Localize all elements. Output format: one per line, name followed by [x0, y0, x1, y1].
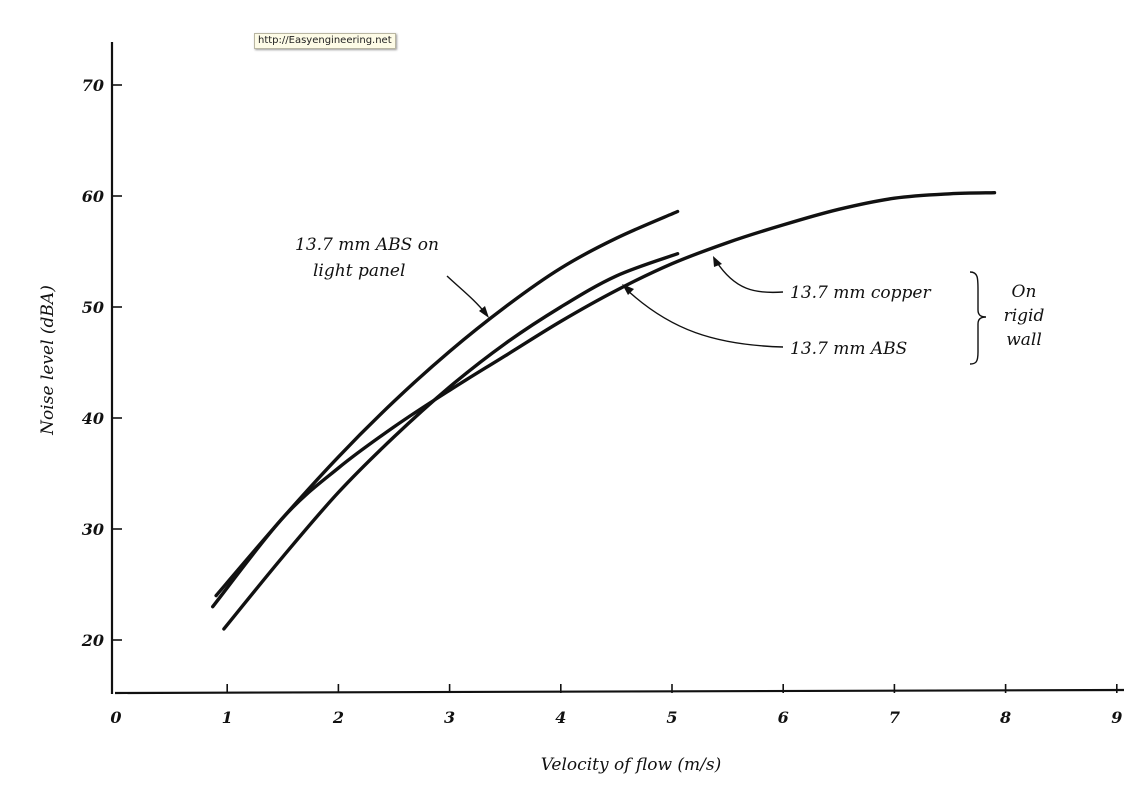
- x-tick-label: 8: [999, 708, 1011, 727]
- leader-arrows: [446, 260, 784, 348]
- x-axis-title: Velocity of flow (m/s): [541, 755, 722, 775]
- arrow-abs: [625, 288, 784, 348]
- x-tick-label: 6: [778, 708, 789, 727]
- annotation-abs: 13.7 mm ABS: [790, 339, 907, 359]
- ticks: 0 1 2 3 4 5 6 7 8 9 20 30 40 50 60 70: [81, 76, 1123, 727]
- series: [211, 191, 997, 631]
- y-tick-label: 70: [82, 76, 104, 95]
- x-tick-label: 3: [444, 708, 455, 727]
- x-axis-line: [114, 688, 1125, 695]
- x-tick-label: 5: [666, 708, 677, 727]
- x-tick-label: 1: [222, 708, 233, 727]
- annotation-rigid-wall-line2: rigid: [1004, 306, 1045, 326]
- x-tick-label: 0: [110, 708, 121, 727]
- series-abs-line: [222, 252, 680, 631]
- arrow-abs-light-panel: [446, 275, 487, 315]
- brace-rigid-wall: [969, 271, 987, 365]
- arrow-heads: [479, 256, 722, 318]
- annotation-abs-light-panel-line1: 13.7 mm ABS on: [295, 235, 439, 255]
- x-tick-label: 4: [555, 708, 566, 727]
- x-tick-label: 9: [1111, 708, 1122, 727]
- annotation-rigid-wall-line1: On: [1012, 282, 1037, 302]
- y-tick-label: 20: [81, 631, 104, 650]
- y-axis-title: Noise level (dBA): [38, 285, 58, 436]
- y-tick-label: 60: [82, 187, 104, 206]
- x-tick-label: 7: [889, 708, 900, 727]
- series-copper-line: [211, 191, 997, 609]
- arrowhead-copper: [713, 256, 722, 267]
- y-tick-label: 50: [82, 298, 104, 317]
- series-abs-light-panel-line: [214, 209, 680, 598]
- annotation-copper: 13.7 mm copper: [790, 283, 931, 303]
- axes: [110, 42, 1125, 695]
- y-tick-label: 40: [82, 409, 104, 428]
- arrow-copper: [715, 260, 784, 294]
- x-tick-label: 2: [332, 708, 344, 727]
- arrowhead-abs-light-panel: [479, 306, 489, 318]
- y-tick-label: 30: [82, 520, 104, 539]
- watermark-url: http://Easyengineering.net: [254, 33, 396, 49]
- arrowhead-abs: [622, 284, 634, 295]
- annotation-rigid-wall-line3: wall: [1006, 330, 1042, 350]
- annotation-abs-light-panel-line2: light panel: [313, 261, 405, 281]
